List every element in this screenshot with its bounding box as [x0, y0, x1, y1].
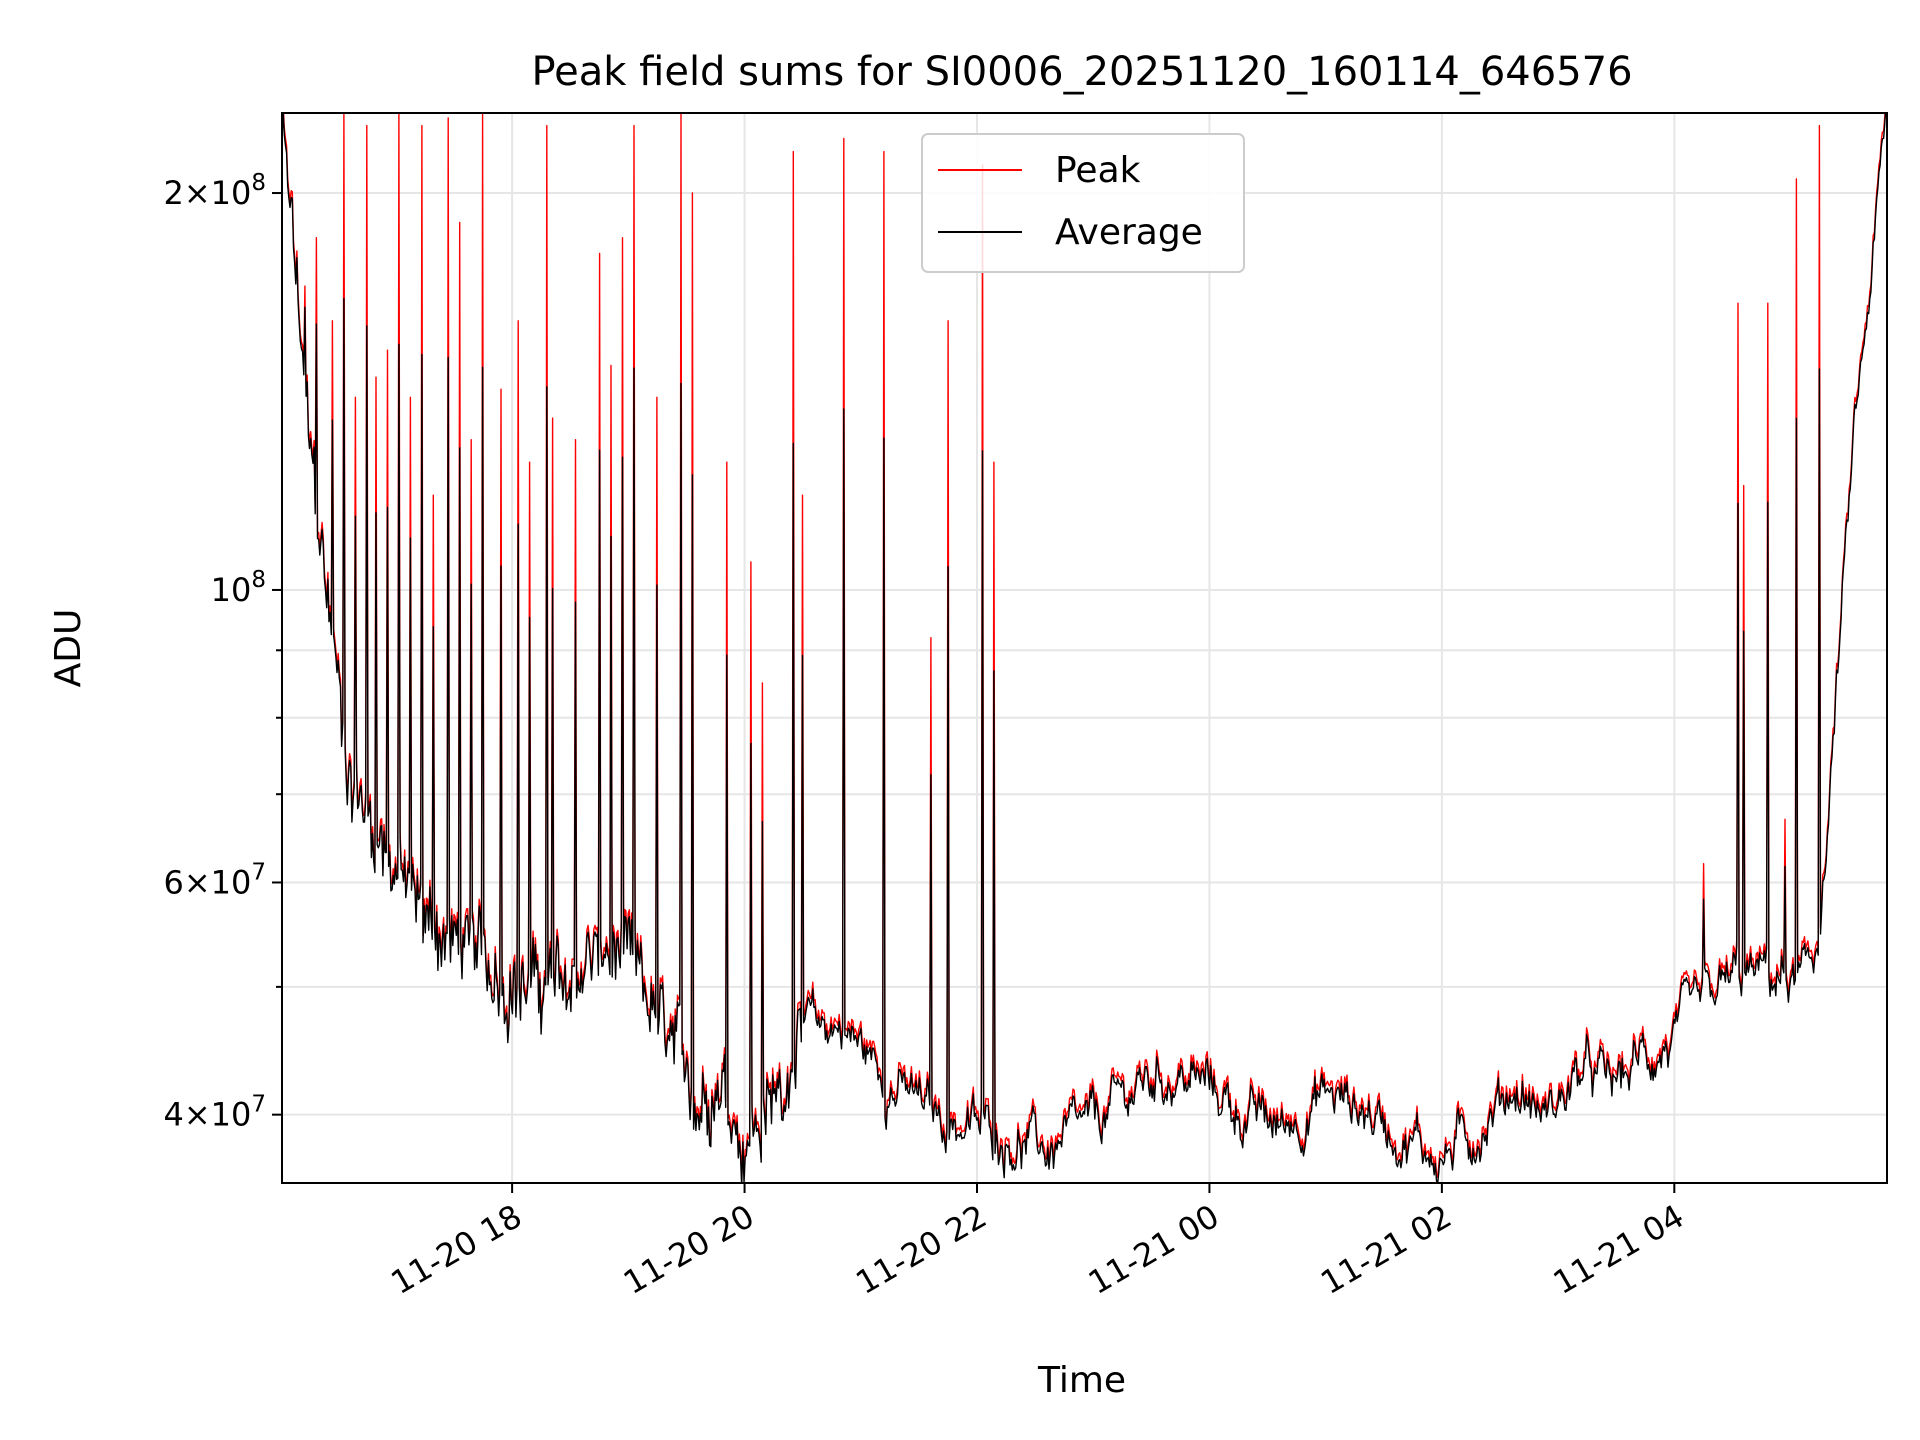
y-tick-label: 6×107: [163, 859, 266, 901]
y-tick-label: 2×108: [163, 170, 266, 212]
legend-box: [921, 133, 1245, 273]
series-line-average: [282, 113, 1887, 1183]
chart-title: Peak field sums for SI0006_20251120_1601…: [531, 49, 1632, 95]
y-tick-label: 4×107: [163, 1092, 266, 1134]
plot-frame: [281, 112, 1888, 1184]
x-axis-label: Time: [1037, 1360, 1126, 1401]
y-axis-label: ADU: [48, 609, 89, 688]
series-layer: [282, 113, 1887, 1183]
legend-label-average: Average: [1055, 212, 1203, 253]
y-tick-label: 108: [211, 567, 266, 609]
legend: Peak Average: [921, 133, 1245, 273]
legend-label-peak: Peak: [1055, 150, 1141, 191]
